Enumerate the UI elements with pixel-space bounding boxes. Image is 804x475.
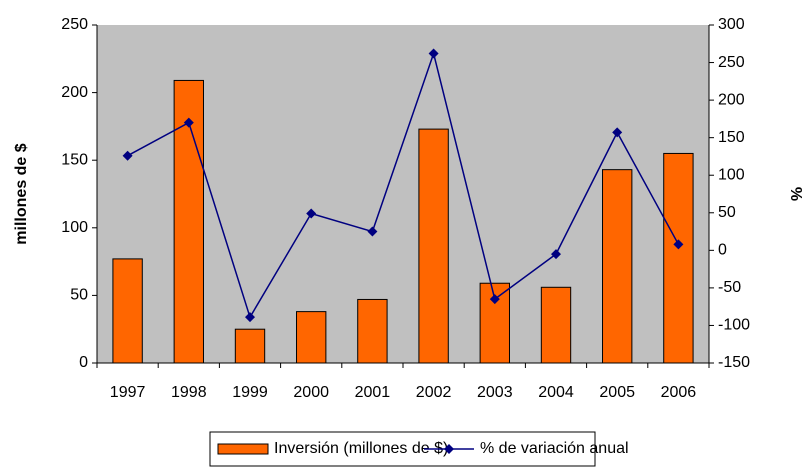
- legend-swatch: [217, 443, 269, 455]
- y2-tick-label: 250: [718, 54, 745, 71]
- x-tick-label: 2006: [661, 384, 697, 401]
- y-axis-title: millones de $: [13, 143, 30, 244]
- y2-tick-label: -50: [718, 279, 741, 296]
- y2-tick-label: 300: [718, 16, 745, 33]
- x-tick-label: 2002: [416, 384, 452, 401]
- marker: [122, 150, 133, 161]
- y-tick-label: 0: [79, 354, 88, 371]
- bar: [418, 128, 449, 364]
- x-tick-label: 1997: [110, 384, 146, 401]
- legend: [209, 431, 596, 467]
- x-tick-label: 2005: [599, 384, 635, 401]
- marker: [367, 226, 378, 237]
- marker: [428, 48, 439, 59]
- marker: [183, 117, 194, 128]
- y2-axis-title: %: [787, 187, 804, 201]
- y2-tick-label: 50: [718, 204, 736, 221]
- legend-label: Inversión (millones de $): [274, 440, 448, 457]
- legend-label: % de variación anual: [480, 440, 629, 457]
- bar: [602, 169, 633, 364]
- y2-tick-label: 150: [718, 129, 745, 146]
- legend-marker: [444, 444, 454, 454]
- bar: [540, 286, 572, 364]
- bar: [112, 258, 143, 364]
- y2-tick-label: 100: [718, 166, 745, 183]
- y-tick-label: 200: [61, 84, 88, 101]
- marker: [612, 127, 623, 138]
- marker: [551, 249, 561, 260]
- y2-tick-label: -150: [718, 354, 750, 371]
- marker: [245, 312, 255, 323]
- bar: [296, 311, 327, 364]
- marker: [673, 239, 684, 250]
- y-tick-label: 150: [61, 151, 88, 168]
- x-tick-label: 2003: [477, 384, 513, 401]
- marker: [489, 294, 500, 305]
- bar: [663, 152, 694, 364]
- x-tick-label: 2001: [355, 384, 391, 401]
- y2-tick-label: 0: [718, 242, 727, 259]
- x-tick-label: 2000: [293, 384, 329, 401]
- x-tick-label: 1999: [232, 384, 268, 401]
- y-tick-label: 250: [61, 16, 88, 33]
- x-tick-label: 1998: [171, 384, 207, 401]
- y-tick-label: 100: [61, 219, 88, 236]
- marker: [306, 208, 317, 219]
- y2-tick-label: 200: [718, 91, 745, 108]
- x-tick-label: 2004: [538, 384, 574, 401]
- line: [127, 50, 680, 320]
- y2-tick-label: -100: [718, 317, 750, 334]
- bar: [357, 298, 388, 364]
- y-tick-label: 50: [70, 287, 88, 304]
- bar: [234, 328, 266, 364]
